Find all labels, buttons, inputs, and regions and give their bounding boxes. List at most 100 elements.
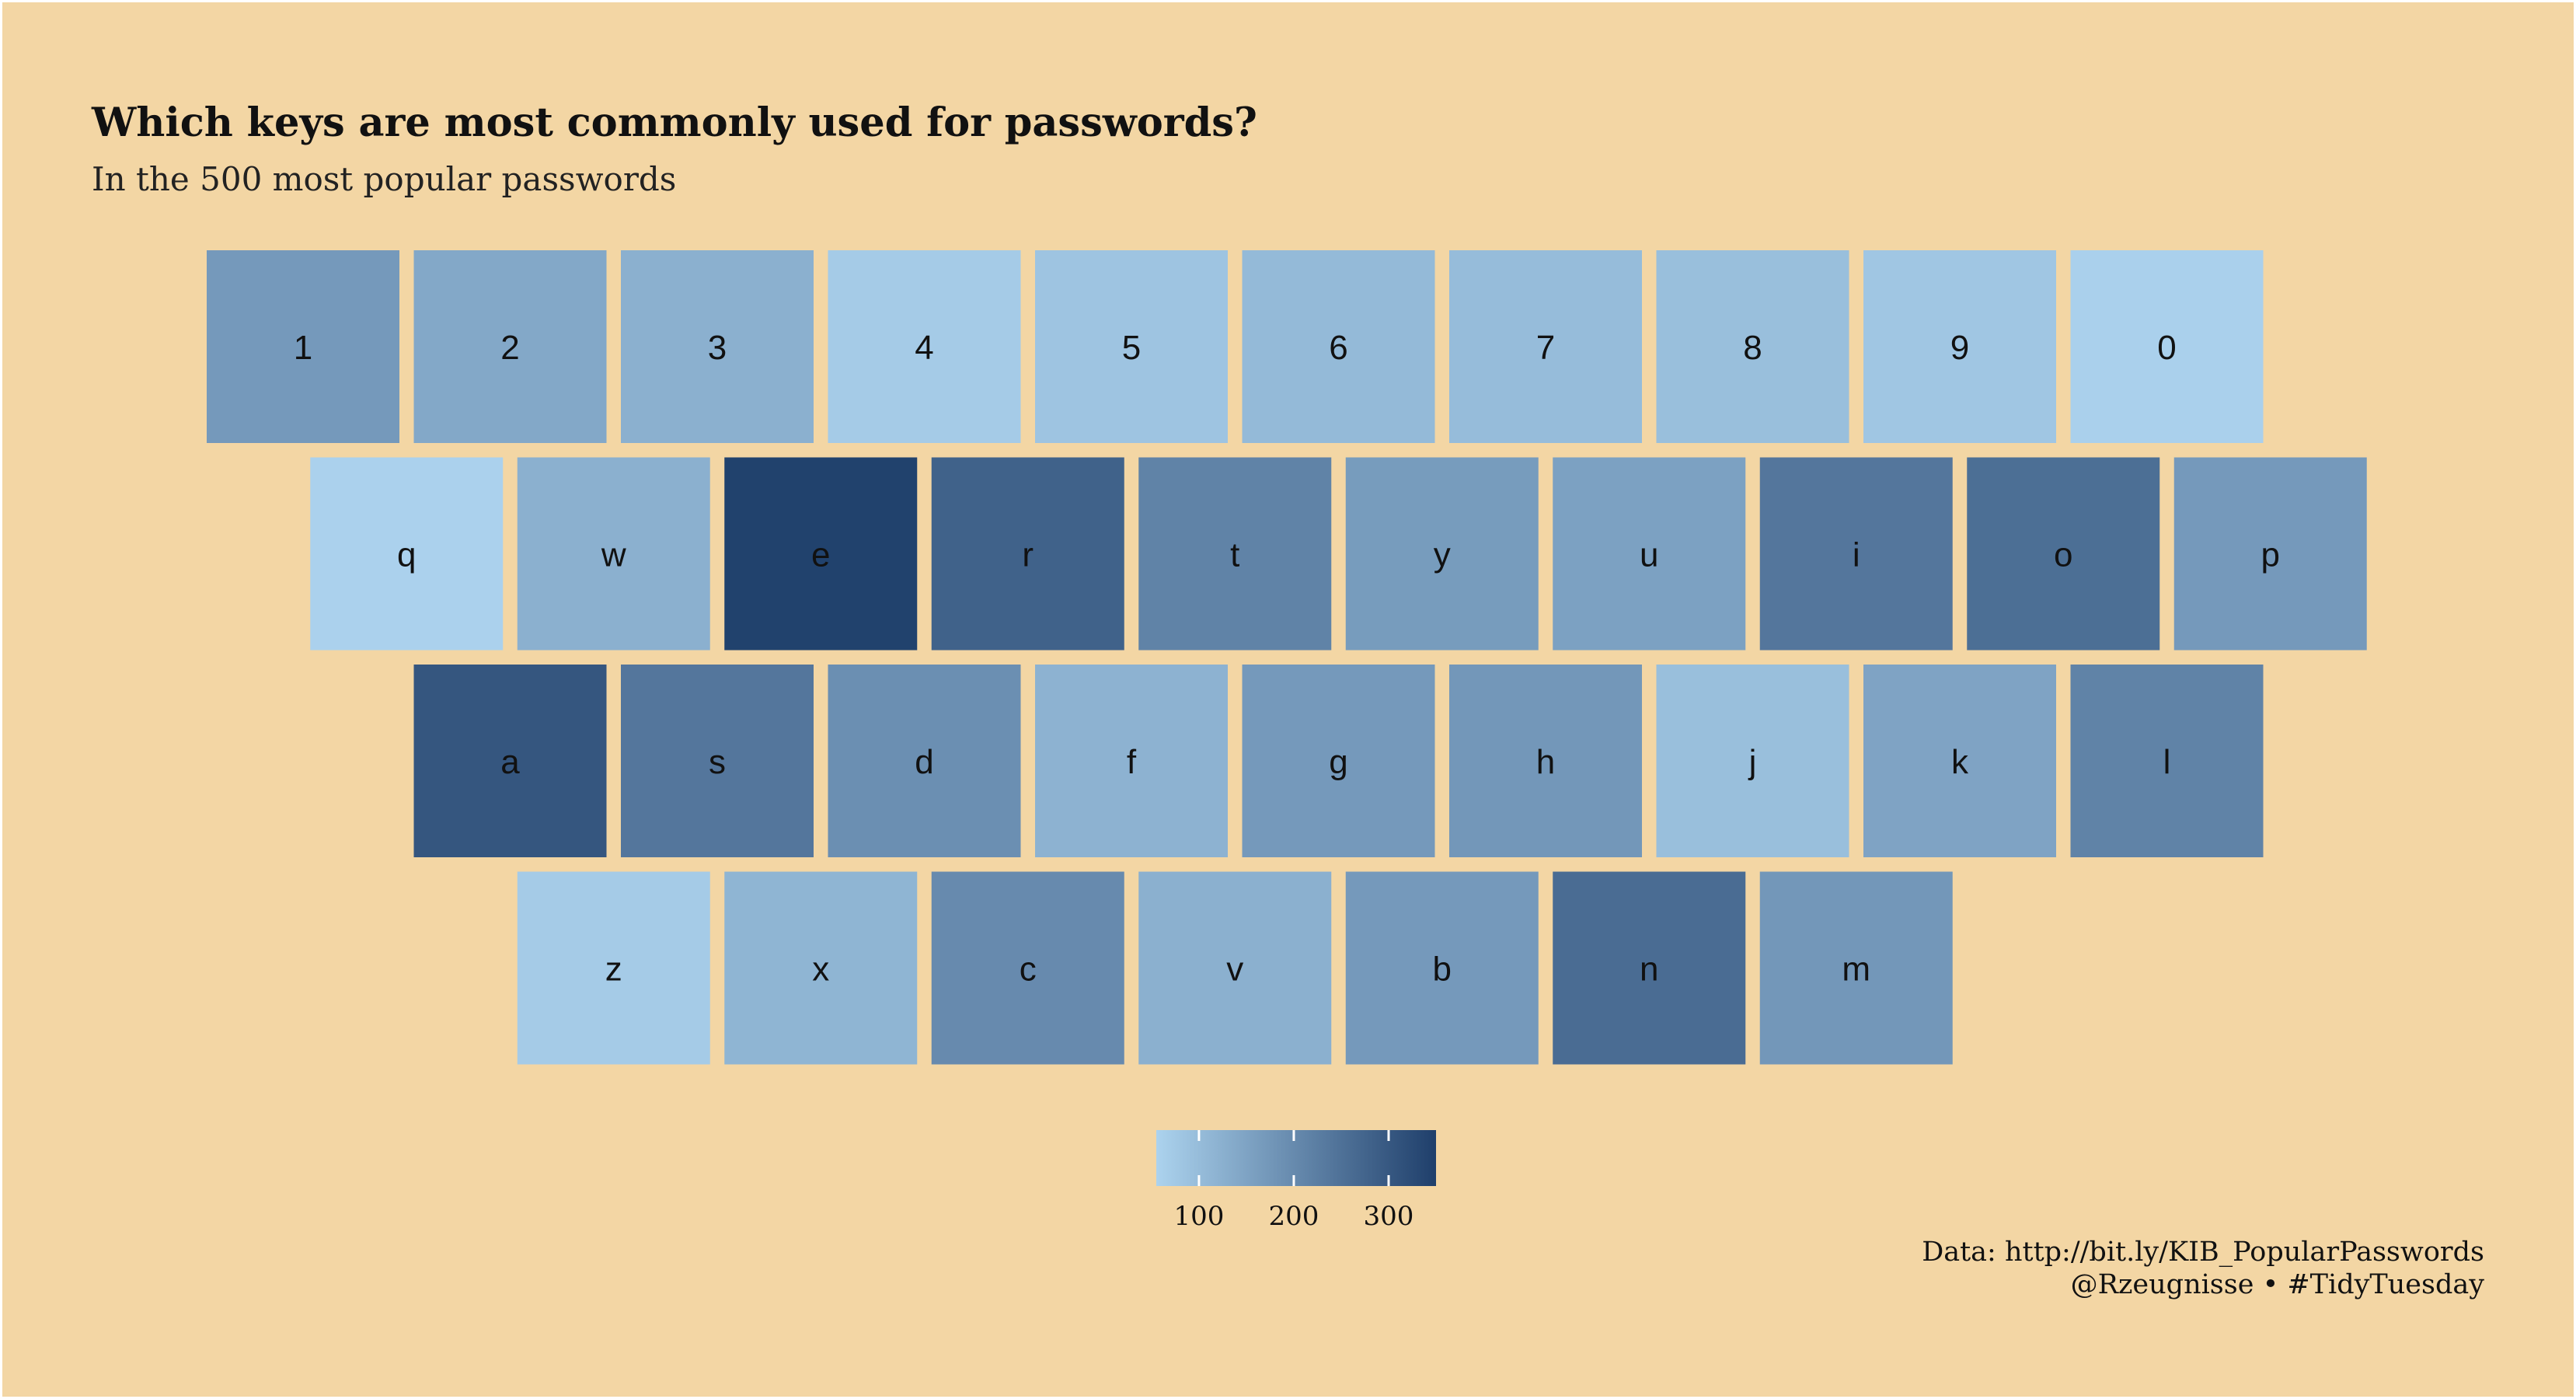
key-5: 5 <box>1035 250 1228 443</box>
key-tile <box>413 665 607 857</box>
key-label: r <box>1022 536 1034 574</box>
key-label: 1 <box>294 329 312 367</box>
key-0: 0 <box>2070 250 2264 443</box>
key-tile <box>828 665 1021 857</box>
legend-tick-label: 100 <box>1173 1201 1224 1232</box>
key-label: t <box>1230 536 1239 574</box>
legend-tick-label: 300 <box>1364 1201 1414 1232</box>
key-label: b <box>1433 951 1452 989</box>
key-k: k <box>1863 665 2056 857</box>
keys-layer: 1 2 3 4 5 6 7 8 9 0 q w e r t y u i o p a s d f g h j k l z x c v b n m <box>207 250 2367 1065</box>
key-h: h <box>1449 665 1642 857</box>
key-label: p <box>2261 536 2280 574</box>
key-3: 3 <box>621 250 814 443</box>
key-label: d <box>915 743 933 781</box>
key-tile <box>517 457 710 651</box>
key-tile <box>1553 871 1746 1065</box>
key-label: n <box>1640 951 1658 989</box>
key-q: q <box>310 457 504 651</box>
key-tile <box>1863 250 2056 443</box>
key-tile <box>1656 250 1849 443</box>
color-legend: 100 200 300 <box>1156 1130 1436 1232</box>
key-s: s <box>621 665 814 857</box>
key-8: 8 <box>1656 250 1849 443</box>
key-label: j <box>1748 743 1757 781</box>
key-e: e <box>724 457 918 651</box>
key-b: b <box>1345 871 1539 1065</box>
key-1: 1 <box>207 250 399 443</box>
key-tile <box>1863 665 2056 857</box>
key-tile <box>1759 871 1953 1065</box>
key-4: 4 <box>828 250 1021 443</box>
key-tile <box>828 250 1021 443</box>
caption: Data: http://bit.ly/KIB_PopularPasswords… <box>1922 1236 2484 1301</box>
key-label: i <box>1853 536 1860 574</box>
key-x: x <box>724 871 918 1065</box>
key-label: 9 <box>1950 329 1969 367</box>
key-label: 3 <box>708 329 727 367</box>
key-label: o <box>2054 536 2072 574</box>
key-p: p <box>2173 457 2367 651</box>
key-label: x <box>812 951 829 989</box>
key-label: 0 <box>2157 329 2176 367</box>
key-label: s <box>709 743 726 781</box>
key-tile <box>1345 457 1539 651</box>
key-tile <box>1242 665 1435 857</box>
key-u: u <box>1553 457 1746 651</box>
key-label: 2 <box>500 329 519 367</box>
key-label: w <box>601 536 626 574</box>
key-y: y <box>1345 457 1539 651</box>
key-label: 5 <box>1122 329 1141 367</box>
key-7: 7 <box>1449 250 1642 443</box>
author-credit-text: @Rzeugnisse • #TidyTuesday <box>2070 1269 2484 1300</box>
key-9: 9 <box>1863 250 2056 443</box>
key-tile <box>413 250 607 443</box>
key-tile <box>1035 250 1228 443</box>
key-label: m <box>1842 951 1870 989</box>
key-tile <box>1242 250 1435 443</box>
key-label: c <box>1020 951 1037 989</box>
key-z: z <box>517 871 710 1065</box>
key-tile <box>621 665 814 857</box>
key-tile <box>931 871 1124 1065</box>
key-tile <box>724 457 918 651</box>
key-label: h <box>1536 743 1555 781</box>
key-tile <box>1449 250 1642 443</box>
key-a: a <box>413 665 607 857</box>
key-tile <box>1656 665 1849 857</box>
key-tile <box>310 457 504 651</box>
key-label: v <box>1226 951 1243 989</box>
key-j: j <box>1656 665 1849 857</box>
key-label: g <box>1329 743 1347 781</box>
key-label: k <box>1951 743 1969 781</box>
chart-subtitle: In the 500 most popular passwords <box>92 160 677 198</box>
key-i: i <box>1759 457 1953 651</box>
key-tile <box>2070 665 2264 857</box>
key-w: w <box>517 457 710 651</box>
key-label: e <box>811 536 830 574</box>
key-tile <box>931 457 1124 651</box>
key-label: 4 <box>915 329 933 367</box>
key-label: u <box>1640 536 1658 574</box>
key-label: f <box>1127 743 1137 781</box>
key-c: c <box>931 871 1124 1065</box>
legend-tick-label: 200 <box>1268 1201 1319 1232</box>
key-m: m <box>1759 871 1953 1065</box>
key-l: l <box>2070 665 2264 857</box>
key-tile <box>724 871 918 1065</box>
key-f: f <box>1035 665 1228 857</box>
key-tile <box>1967 457 2160 651</box>
data-source-text: Data: http://bit.ly/KIB_PopularPasswords <box>1922 1237 2484 1268</box>
key-label: 6 <box>1329 329 1347 367</box>
key-tile <box>1035 665 1228 857</box>
key-tile <box>1345 871 1539 1065</box>
key-tile <box>1138 871 1332 1065</box>
key-label: a <box>500 743 520 781</box>
key-tile <box>621 250 814 443</box>
key-tile <box>517 871 710 1065</box>
key-tile <box>207 250 399 443</box>
key-label: 7 <box>1536 329 1555 367</box>
key-6: 6 <box>1242 250 1435 443</box>
key-d: d <box>828 665 1021 857</box>
key-tile <box>2070 250 2264 443</box>
